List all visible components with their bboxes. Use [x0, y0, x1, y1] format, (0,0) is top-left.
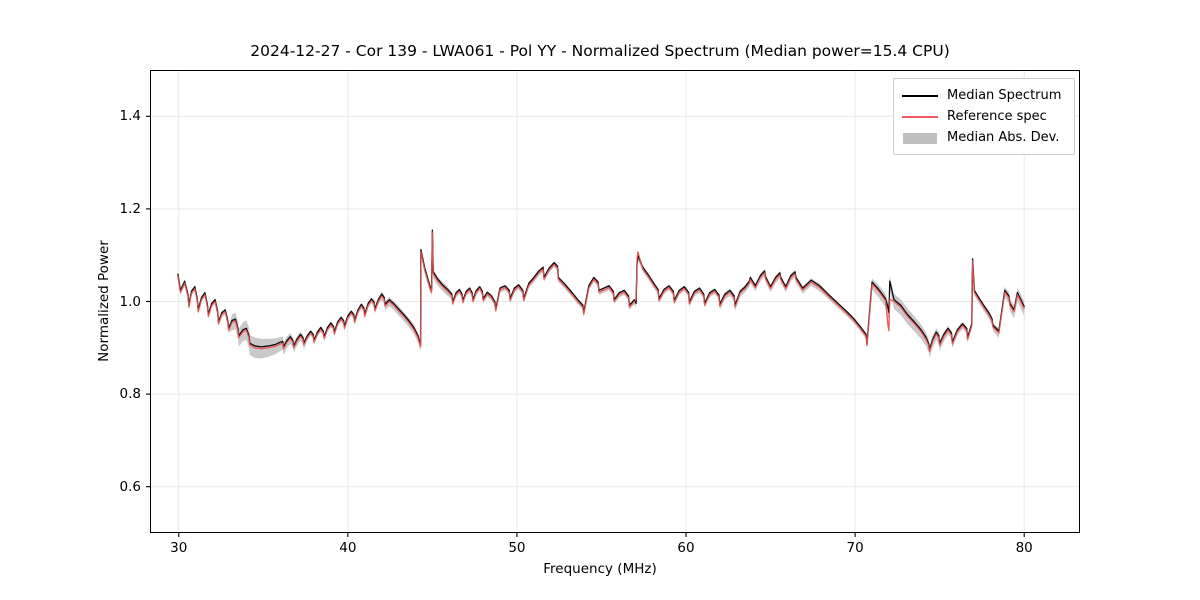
median-abs-dev-band — [177, 227, 1025, 359]
y-axis-label: Normalized Power — [96, 240, 112, 362]
y-tick-label: 0.6 — [119, 478, 141, 495]
legend-patch-swatch-median-abs-dev — [902, 131, 938, 145]
legend-label-median-abs-dev: Median Abs. Dev. — [947, 130, 1060, 145]
y-tick-label: 1.0 — [119, 293, 141, 310]
y-tick-label: 1.2 — [119, 200, 141, 217]
x-tick-label: 50 — [508, 540, 526, 556]
x-tick-label: 70 — [846, 540, 864, 556]
x-tick-label: 80 — [1015, 540, 1033, 556]
legend-entry-median-abs-dev: Median Abs. Dev. — [902, 127, 1066, 148]
legend-entry-median-spectrum: Median Spectrum — [902, 85, 1066, 106]
x-tick-label: 40 — [339, 540, 357, 556]
legend-label-median-spectrum: Median Spectrum — [947, 88, 1062, 103]
y-tick-label: 0.8 — [119, 386, 141, 403]
legend-line-swatch-median-spectrum — [902, 89, 938, 103]
legend-line-swatch-reference-spec — [902, 110, 938, 124]
x-tick-label: 30 — [170, 540, 188, 556]
legend: Median Spectrum Reference spec Median Ab… — [893, 78, 1075, 155]
legend-label-reference-spec: Reference spec — [947, 109, 1047, 124]
x-tick-label: 60 — [677, 540, 695, 556]
x-axis-label: Frequency (MHz) — [543, 561, 657, 577]
page-title: 2024-12-27 - Cor 139 - LWA061 - Pol YY -… — [250, 42, 950, 60]
median-spectrum-line — [177, 229, 1025, 353]
y-tick-label: 1.4 — [119, 108, 141, 125]
legend-entry-reference-spec: Reference spec — [902, 106, 1066, 127]
